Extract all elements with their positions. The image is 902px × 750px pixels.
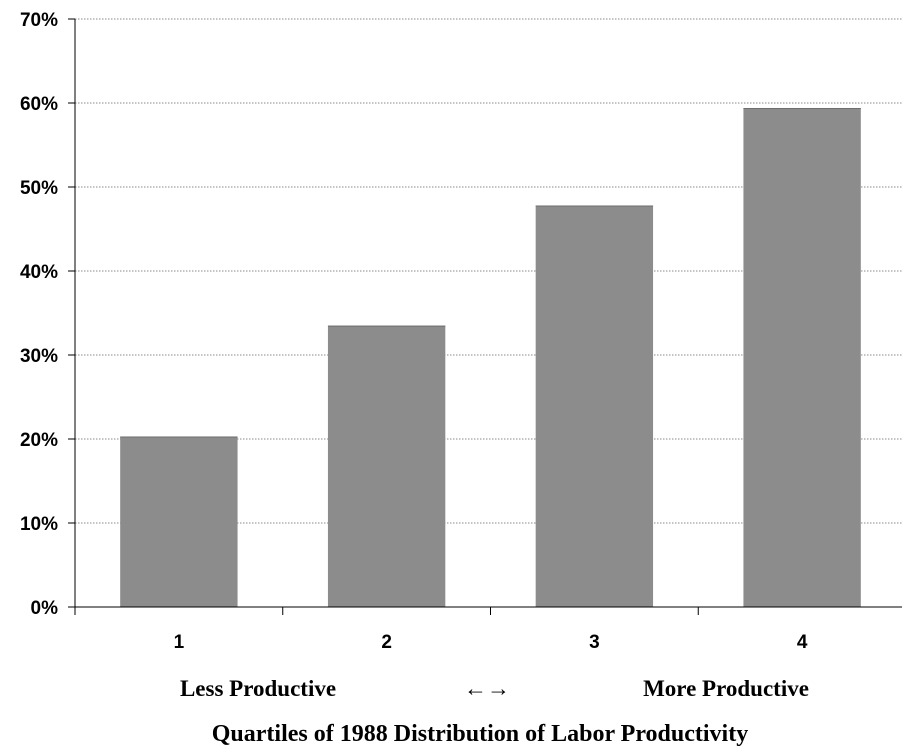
bar-4 [743, 108, 861, 607]
bar-2 [327, 325, 446, 607]
y-tick-label: 50% [20, 178, 58, 199]
x-axis-title: Quartiles of 1988 Distribution of Labor … [212, 721, 748, 747]
bar-1 [120, 436, 238, 607]
x-tick-label: 4 [797, 632, 808, 653]
arrows-annotation: ←→ [464, 676, 510, 701]
y-tick-label: 30% [20, 346, 58, 367]
more-productive-annotation: More Productive [643, 676, 809, 701]
y-tick-label: 40% [20, 262, 58, 283]
axes [68, 18, 902, 615]
y-tick-labels: 0% 10% 20% 30% 40% 50% 60% 70% [20, 10, 58, 619]
y-tick-label: 70% [20, 10, 58, 31]
y-tick-label: 60% [20, 94, 58, 115]
bar-3 [535, 205, 654, 608]
x-tick-label: 2 [381, 632, 392, 653]
y-tick-label: 10% [20, 514, 58, 535]
x-tick-label: 1 [174, 632, 185, 653]
y-tick-label: 0% [31, 598, 59, 619]
y-tick-label: 20% [20, 430, 58, 451]
x-tick-labels: 1 2 3 4 [174, 632, 808, 653]
bars [120, 108, 861, 608]
less-productive-annotation: Less Productive [180, 676, 336, 701]
x-tick-label: 3 [589, 632, 600, 653]
